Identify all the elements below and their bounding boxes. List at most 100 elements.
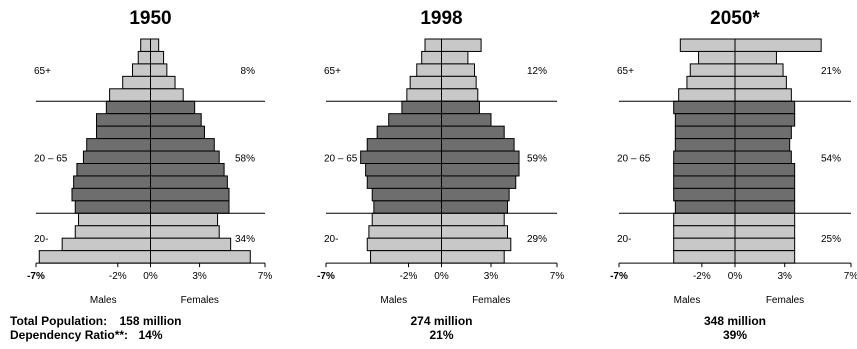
bar-male: [105, 100, 152, 115]
bar-female: [441, 38, 482, 52]
bar-female: [150, 125, 205, 140]
bar-male: [96, 113, 152, 127]
bar-male: [76, 163, 151, 177]
bar-male: [689, 63, 736, 77]
age-group-share: 12%: [527, 66, 547, 77]
bar-male: [132, 63, 151, 77]
x-tick-label: 3%: [192, 271, 207, 282]
bar-male: [86, 138, 152, 152]
x-tick-label: 0%: [434, 271, 449, 282]
total-population-label: Total Population:: [10, 314, 107, 328]
bar-male: [673, 237, 736, 252]
bar-male: [140, 38, 151, 52]
females-label: Females: [766, 295, 804, 306]
chart-title: 1950: [129, 8, 171, 29]
age-group-label: 20-: [34, 234, 48, 245]
males-label: Males: [674, 295, 701, 306]
males-label: Males: [90, 295, 117, 306]
dependency-ratio-value: 21%: [429, 328, 453, 342]
total-population-value: 348 million: [704, 314, 766, 328]
bar-male: [673, 187, 736, 202]
bar-male: [686, 75, 736, 90]
bar-female: [734, 225, 796, 239]
x-tick-label: 0%: [143, 271, 158, 282]
bar-female: [441, 113, 492, 127]
bar-female: [734, 200, 796, 214]
bar-male: [74, 200, 151, 214]
bar-male: [674, 113, 736, 127]
bar-female: [441, 75, 477, 90]
x-tick-label: 3%: [484, 271, 499, 282]
age-group-share: 8%: [241, 66, 256, 77]
age-group-label: 20-: [617, 234, 631, 245]
bar-female: [150, 150, 220, 165]
bar-female: [734, 163, 796, 177]
age-group-share: 54%: [821, 153, 841, 164]
bar-female: [150, 175, 228, 189]
age-group-label: 65+: [34, 66, 51, 77]
x-tick-label: 7%: [258, 271, 273, 282]
bar-male: [674, 125, 736, 140]
bar-male: [371, 187, 443, 202]
bar-male: [71, 187, 151, 202]
bar-female: [734, 50, 777, 65]
bar-female: [150, 75, 176, 90]
x-tick-label: -2%: [400, 271, 418, 282]
bar-male: [366, 175, 442, 189]
bar-male: [73, 175, 151, 189]
age-group-share: 58%: [235, 153, 255, 164]
age-group-label: 65+: [324, 66, 341, 77]
bar-male: [673, 175, 736, 189]
bar-female: [441, 237, 512, 252]
bar-female: [734, 250, 796, 264]
bar-female: [734, 113, 796, 127]
age-group-share: 21%: [821, 66, 841, 77]
females-label: Females: [472, 295, 510, 306]
bar-male: [673, 163, 736, 177]
age-group-share: 25%: [821, 234, 841, 245]
bar-female: [150, 187, 230, 202]
pyramid-panel-1: 1998 65+ 12% 20 – 65 59% 20- 29% -7% -2% 0% 3% 7% Ma…: [317, 8, 564, 342]
bar-male: [698, 50, 736, 65]
bar-male: [678, 88, 736, 102]
bar-male: [416, 63, 442, 77]
bar-female: [441, 100, 480, 115]
bar-female: [441, 150, 520, 165]
bar-male: [421, 50, 443, 65]
bar-male: [406, 88, 443, 102]
x-tick-label: 7%: [550, 271, 565, 282]
bar-male: [38, 250, 151, 264]
bar-male: [360, 150, 442, 165]
bar-male: [366, 138, 442, 152]
x-tick-label: -7%: [610, 271, 628, 282]
bar-female: [441, 212, 505, 227]
bar-female: [150, 225, 220, 239]
bar-female: [441, 125, 505, 140]
bar-female: [441, 63, 475, 77]
bar-male: [424, 38, 442, 52]
age-group-label: 20 – 65: [34, 153, 68, 164]
bar-female: [734, 100, 796, 115]
bar-male: [365, 163, 443, 177]
bar-female: [734, 125, 792, 140]
females-label: Females: [181, 295, 219, 306]
bar-female: [734, 63, 784, 77]
bar-male: [109, 88, 151, 102]
bar-female: [734, 237, 796, 252]
bar-male: [673, 100, 736, 115]
chart-title: 1998: [420, 8, 462, 29]
bar-female: [150, 100, 196, 115]
bar-male: [373, 200, 443, 214]
age-group-label: 20 – 65: [617, 153, 651, 164]
bar-female: [150, 138, 215, 152]
total-population-value: 158 million: [119, 314, 181, 328]
total-population-value: 274 million: [410, 314, 472, 328]
age-group-label: 20 – 65: [324, 153, 358, 164]
bar-male: [137, 50, 152, 65]
bar-female: [150, 113, 202, 127]
males-label: Males: [380, 295, 407, 306]
bar-female: [734, 75, 787, 90]
bar-male: [371, 212, 443, 227]
bar-female: [441, 250, 505, 264]
bar-female: [150, 212, 219, 227]
